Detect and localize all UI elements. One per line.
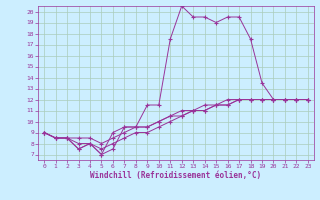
X-axis label: Windchill (Refroidissement éolien,°C): Windchill (Refroidissement éolien,°C)	[91, 171, 261, 180]
